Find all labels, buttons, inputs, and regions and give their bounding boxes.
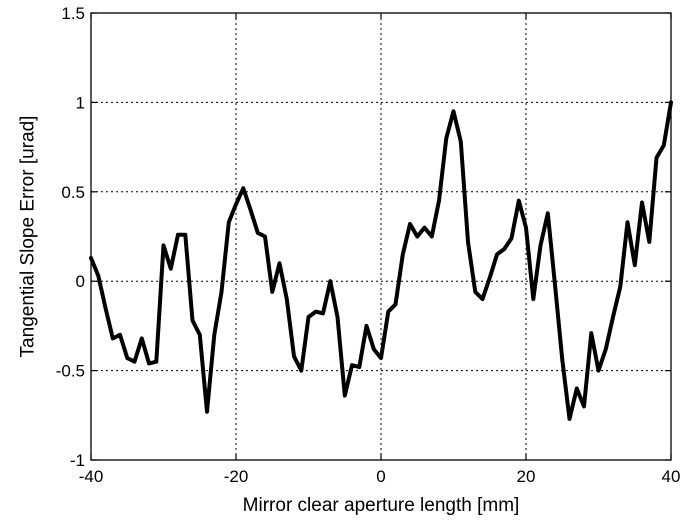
x-tick-label: -20 — [224, 467, 249, 486]
x-tick-label: 0 — [376, 467, 385, 486]
x-axis-label: Mirror clear aperture length [mm] — [243, 495, 520, 516]
slope-error-series-line — [89, 100, 673, 421]
y-axis-label: Tangential Slope Error [urad] — [18, 116, 39, 358]
y-tick-label: -1 — [70, 451, 85, 470]
x-tick-label: 40 — [662, 467, 681, 486]
tick-labels: -40 -20 0 20 40 -1 -0.5 0 0.5 1 1.5 — [56, 4, 681, 486]
y-tick-label: 1.5 — [61, 4, 85, 23]
y-tick-label: 0.5 — [61, 183, 85, 202]
x-tick-label: 20 — [517, 467, 536, 486]
y-tick-label: 1 — [76, 93, 85, 112]
x-tick-label: -40 — [79, 467, 104, 486]
data-series — [89, 100, 673, 421]
y-tick-label: 0 — [76, 272, 85, 291]
y-tick-label: -0.5 — [56, 362, 85, 381]
plot-area-frame — [90, 12, 672, 461]
